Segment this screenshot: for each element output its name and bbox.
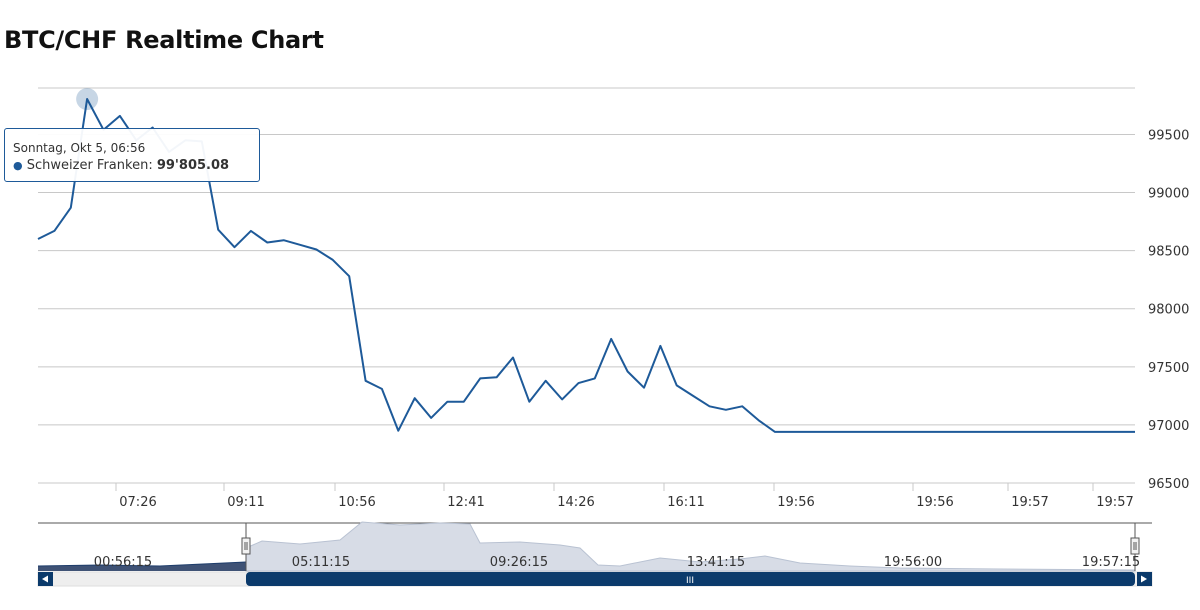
tooltip-row: ● Schweizer Franken: 99'805.08 [13, 158, 230, 173]
tooltip-value: 99'805.08 [156, 158, 230, 173]
navigator-label: 05:11:15 [292, 555, 350, 570]
y-tick-label: 98000 [1148, 303, 1189, 318]
x-tick-label: 19:56 [916, 495, 953, 510]
scroll-right-arrow-icon [1141, 575, 1147, 583]
y-tick-label: 97500 [1148, 361, 1189, 376]
navigator-label: 19:56:00 [884, 555, 942, 570]
y-tick-label: 96500 [1148, 477, 1189, 492]
tooltip: Sonntag, Okt 5, 06:56 ● Schweizer Franke… [4, 128, 260, 182]
x-tick-label: 10:56 [338, 495, 375, 510]
navigator-label: 13:41:15 [687, 555, 745, 570]
x-tick-label: 14:26 [557, 495, 594, 510]
tooltip-series-dot: ● [13, 159, 23, 172]
page-title: BTC/CHF Realtime Chart [4, 26, 324, 54]
x-tick-label: 19:56 [777, 495, 814, 510]
navigator-left-line [37, 561, 247, 567]
y-tick-label: 99000 [1148, 187, 1189, 202]
x-tick-label: 16:11 [667, 495, 704, 510]
navigator-handle-left [241, 537, 251, 555]
x-tick-label: 19:57 [1096, 495, 1133, 510]
navigator[interactable]: 00:56:15 05:11:15 09:26:15 13:41:15 19:56:00… [37, 521, 1153, 587]
x-tick-label: 12:41 [447, 495, 484, 510]
hover-marker [76, 88, 99, 111]
tooltip-date: Sonntag, Okt 5, 06:56 [13, 141, 146, 155]
x-tick-label: 19:57 [1011, 495, 1048, 510]
scrollbar-thumb[interactable] [246, 572, 1135, 586]
x-tick-label: 07:26 [119, 495, 156, 510]
navigator-label: 19:57:15 [1082, 555, 1140, 570]
navigator-area [245, 521, 1136, 572]
hover-halo [76, 88, 99, 111]
navigator-label: 00:56:15 [94, 555, 152, 570]
tooltip-series-label: Schweizer Franken [26, 158, 149, 173]
x-tick-label: 09:11 [227, 495, 264, 510]
navigator-left-fill [38, 562, 246, 571]
x-axis: 07:26 09:11 10:56 12:41 14:26 16:11 19:56 19:56… [38, 482, 1135, 510]
y-tick-label: 98500 [1148, 245, 1189, 260]
navigator-handle-right [1130, 537, 1140, 555]
y-tick-label: 99500 [1148, 128, 1189, 143]
navigator-label: 09:26:15 [490, 555, 548, 570]
y-axis: 96500 97000 97500 98000 98500 99000 99500 [1148, 128, 1189, 492]
y-tick-label: 97000 [1148, 419, 1189, 434]
scrollbar-grip-icon: III [686, 576, 694, 586]
scroll-left-arrow-icon [42, 575, 48, 583]
